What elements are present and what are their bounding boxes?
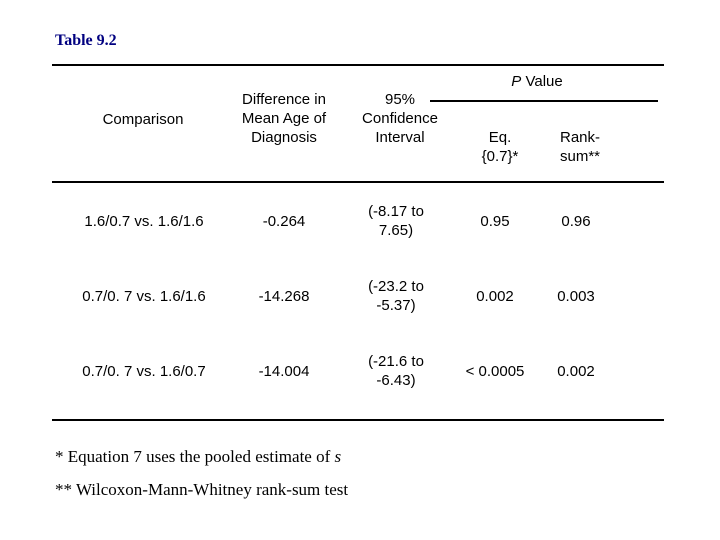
p-value-rule-right	[484, 100, 658, 102]
header-rank-line1: Rank-	[559, 129, 600, 146]
row3-ci-line2: -6.43)	[376, 372, 416, 389]
row3-ci: (-21.6 to -6.43)	[348, 352, 444, 390]
bottom-rule	[52, 419, 664, 421]
row3-comparison: 0.7/0. 7 vs. 1.6/0.7	[82, 363, 206, 380]
header-p-italic: P	[511, 73, 522, 90]
row3-eq: < 0.0005	[465, 363, 525, 380]
header-rank: Rank- sum**	[540, 128, 620, 166]
footnote-wilcoxon: ** Wilcoxon-Mann-Whitney rank-sum test	[55, 480, 349, 499]
header-eq-line1: Eq.	[488, 129, 512, 146]
footnote-equation-text: * Equation 7 uses the pooled estimate of	[55, 447, 335, 466]
row1-ci-line1: (-8.17 to	[368, 203, 424, 220]
row3-ci-line1: (-21.6 to	[368, 353, 424, 370]
header-rank-line2: sum**	[559, 148, 600, 165]
top-rule	[52, 64, 664, 66]
row2-comparison: 0.7/0. 7 vs. 1.6/1.6	[82, 288, 206, 305]
header-p-value: P Value	[480, 72, 594, 91]
header-comparison: Comparison	[102, 111, 184, 128]
row1-rank: 0.96	[561, 213, 591, 230]
header-eq: Eq. {0.7}*	[460, 128, 540, 166]
header-p-rest: Value	[521, 73, 563, 90]
footnote-equation: * Equation 7 uses the pooled estimate of…	[55, 447, 341, 467]
row2-rank: 0.003	[557, 288, 595, 305]
footnote-equation-var: s	[334, 447, 342, 466]
header-difference-line1: Difference in	[242, 91, 326, 108]
header-difference: Difference in Mean Age of Diagnosis	[224, 90, 344, 147]
row2-ci: (-23.2 to -5.37)	[348, 277, 444, 315]
row3-rank: 0.002	[557, 363, 595, 380]
row2-eq: 0.002	[476, 288, 514, 305]
row1-ci: (-8.17 to 7.65)	[348, 202, 444, 240]
row2-difference: -14.268	[258, 288, 310, 305]
row1-ci-line2: 7.65)	[378, 222, 414, 239]
header-ci: 95% Confidence Interval	[348, 90, 452, 147]
p-value-rule-left	[430, 100, 530, 102]
row1-eq: 0.95	[480, 213, 510, 230]
row2-ci-line2: -5.37)	[376, 297, 416, 314]
header-ci-line1: 95%	[384, 91, 416, 108]
header-difference-line3: Diagnosis	[251, 129, 317, 146]
header-difference-line2: Mean Age of	[241, 110, 327, 127]
header-eq-line2: {0.7}*	[481, 148, 519, 165]
header-ci-line2: Confidence	[362, 110, 438, 127]
table-title: Table 9.2	[55, 32, 117, 49]
row1-difference: -0.264	[262, 213, 306, 230]
row3-difference: -14.004	[258, 363, 310, 380]
row2-ci-line1: (-23.2 to	[368, 278, 424, 295]
header-rule	[52, 181, 664, 183]
row1-comparison: 1.6/0.7 vs. 1.6/1.6	[84, 213, 204, 230]
header-ci-line3: Interval	[375, 129, 425, 146]
